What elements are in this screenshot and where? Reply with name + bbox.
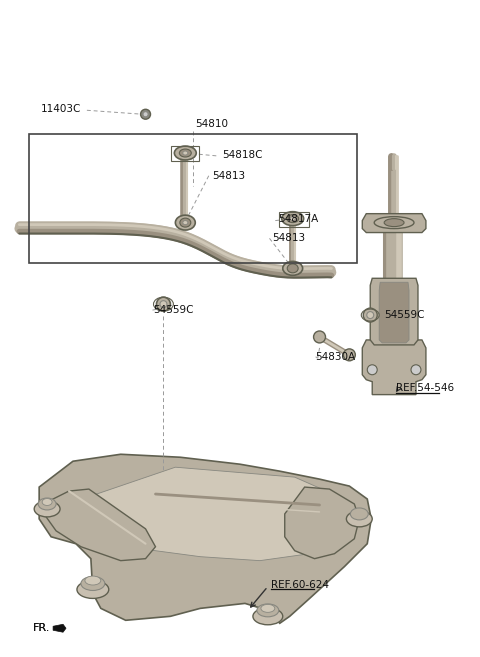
Text: 54810: 54810 [195, 119, 228, 129]
Text: 54813: 54813 [272, 233, 305, 242]
Bar [29, 134, 357, 263]
Circle shape [143, 112, 148, 117]
Ellipse shape [350, 508, 368, 520]
Polygon shape [362, 340, 426, 395]
Circle shape [160, 301, 167, 307]
Circle shape [141, 109, 151, 119]
Text: 54559C: 54559C [384, 310, 425, 320]
Polygon shape [53, 624, 66, 632]
Polygon shape [379, 283, 409, 343]
Ellipse shape [34, 501, 60, 517]
Text: 54817A: 54817A [278, 214, 318, 223]
Polygon shape [370, 279, 418, 345]
Ellipse shape [180, 149, 192, 157]
Ellipse shape [42, 499, 52, 505]
Ellipse shape [384, 219, 404, 227]
Ellipse shape [283, 261, 302, 275]
Circle shape [156, 297, 170, 311]
Text: REF.60-624: REF.60-624 [271, 579, 329, 589]
Text: FR.: FR. [33, 623, 50, 633]
Ellipse shape [183, 221, 188, 225]
Ellipse shape [282, 212, 304, 225]
Ellipse shape [174, 146, 196, 160]
Polygon shape [285, 487, 360, 558]
Ellipse shape [85, 576, 101, 585]
Text: 54818C: 54818C [222, 150, 263, 160]
Ellipse shape [38, 498, 56, 510]
Polygon shape [39, 454, 371, 623]
Ellipse shape [287, 215, 299, 223]
Text: REF.54-546: REF.54-546 [396, 382, 454, 393]
Text: 54830A: 54830A [315, 352, 356, 362]
Ellipse shape [261, 604, 275, 612]
Circle shape [411, 365, 421, 374]
Text: 11403C: 11403C [40, 104, 81, 114]
Ellipse shape [253, 608, 283, 625]
Circle shape [367, 365, 377, 374]
Circle shape [343, 349, 355, 361]
Text: 54813: 54813 [212, 171, 245, 181]
Circle shape [313, 331, 325, 343]
Ellipse shape [183, 151, 188, 155]
Ellipse shape [77, 581, 109, 599]
Ellipse shape [81, 577, 105, 591]
Ellipse shape [175, 215, 195, 230]
Polygon shape [46, 489, 156, 560]
Text: FR.: FR. [33, 623, 50, 633]
Ellipse shape [374, 217, 414, 229]
Ellipse shape [257, 604, 279, 617]
Circle shape [367, 311, 374, 319]
Ellipse shape [347, 511, 372, 527]
Circle shape [363, 308, 377, 322]
Text: 54559C: 54559C [154, 305, 194, 315]
Ellipse shape [180, 218, 191, 227]
Polygon shape [362, 214, 426, 233]
Ellipse shape [287, 264, 298, 273]
Ellipse shape [290, 217, 295, 221]
Polygon shape [77, 467, 348, 560]
